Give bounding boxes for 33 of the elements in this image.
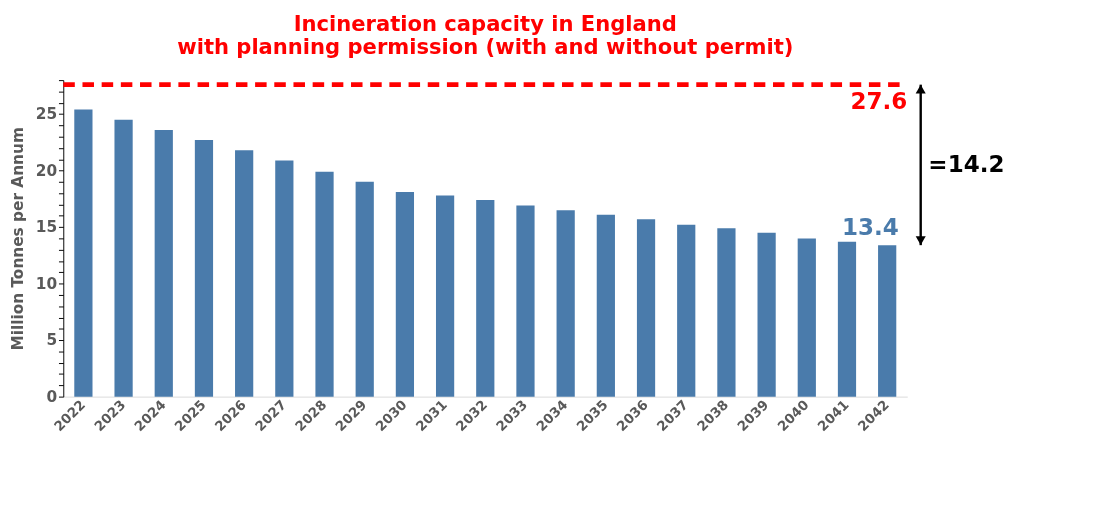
bar	[114, 119, 133, 397]
text: with planning permission (with and without permit)	[177, 34, 794, 60]
bar	[154, 129, 173, 397]
ref-line-label: 27.6	[850, 87, 908, 114]
bar	[516, 205, 535, 397]
bar	[476, 199, 495, 397]
bar	[275, 160, 294, 397]
bar	[636, 219, 656, 397]
bar	[757, 232, 776, 397]
y-tick-label: 25	[35, 105, 58, 124]
y-tick-label: 5	[46, 331, 58, 350]
y-tick-label: 0	[46, 387, 58, 406]
bar	[556, 210, 575, 397]
bar	[797, 238, 816, 397]
bar	[395, 192, 415, 397]
bar	[235, 150, 254, 397]
bar	[315, 171, 334, 397]
y-tick-label: 15	[35, 218, 58, 237]
text: =14.2	[928, 150, 1005, 177]
bar	[677, 224, 696, 397]
bar	[837, 241, 857, 397]
y-axis-title: Million Tonnes per Annum	[9, 127, 28, 351]
bar	[355, 181, 374, 397]
bar	[878, 245, 897, 397]
bar	[435, 195, 455, 397]
text: Incineration capacity in England	[293, 11, 677, 37]
bar	[194, 140, 214, 397]
bar	[74, 109, 93, 397]
bar	[596, 214, 615, 397]
y-tick-label: 10	[35, 274, 58, 293]
data-label: 13.4	[841, 213, 899, 240]
bar	[717, 228, 736, 397]
y-tick-label: 20	[35, 161, 58, 180]
